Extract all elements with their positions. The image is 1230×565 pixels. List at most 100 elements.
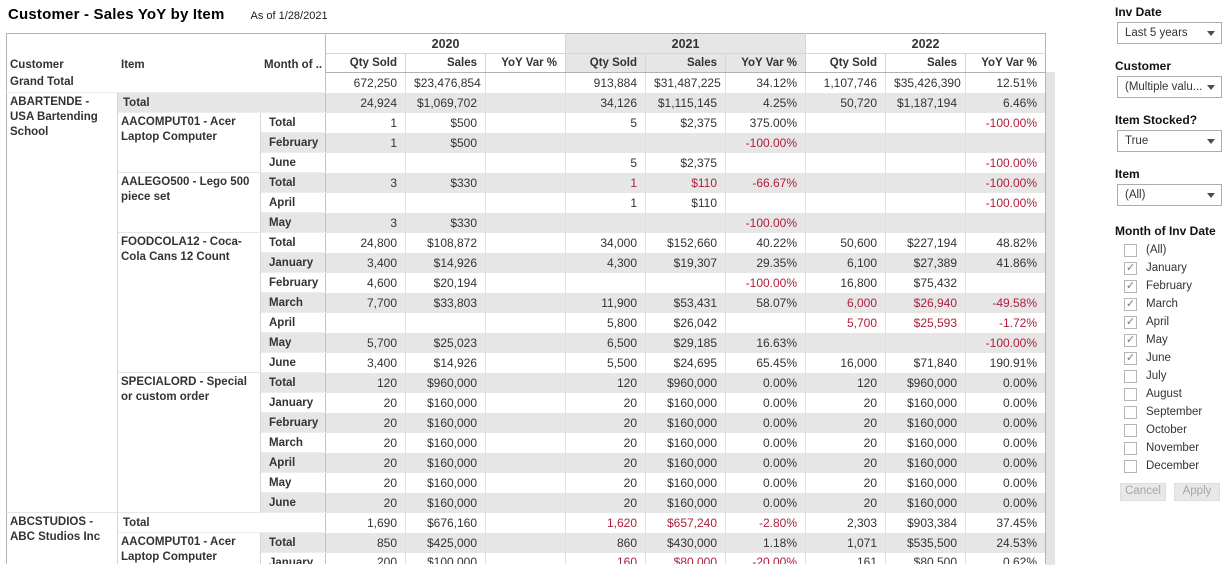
value-cell[interactable]: $160,000	[885, 492, 966, 513]
value-cell[interactable]: $29,185	[645, 332, 726, 353]
value-cell[interactable]: 1	[325, 132, 406, 153]
value-cell[interactable]: 120	[325, 372, 406, 393]
value-cell[interactable]	[485, 472, 566, 493]
month-filter-option[interactable]: ✓ January	[1117, 259, 1227, 277]
value-cell[interactable]: 20	[805, 452, 886, 473]
month-header[interactable]: Total	[260, 112, 327, 133]
checkbox-icon[interactable]: ✓	[1124, 351, 1137, 365]
value-cell[interactable]: -20.00%	[725, 552, 806, 564]
value-cell[interactable]: 11,900	[565, 292, 646, 313]
value-cell[interactable]: -1.72%	[965, 312, 1046, 333]
month-filter-option[interactable]: September	[1117, 403, 1227, 421]
value-cell[interactable]: 48.82%	[965, 232, 1046, 253]
value-cell[interactable]: $108,872	[405, 232, 486, 253]
value-cell[interactable]: 20	[325, 392, 406, 413]
month-header[interactable]: Total	[260, 372, 327, 393]
value-cell[interactable]: 34,126	[565, 92, 646, 113]
value-cell[interactable]	[725, 152, 806, 173]
value-cell[interactable]: $160,000	[645, 392, 726, 413]
value-cell[interactable]: 20	[565, 492, 646, 513]
value-cell[interactable]	[485, 292, 566, 313]
value-cell[interactable]	[885, 332, 966, 353]
value-cell[interactable]: 20	[805, 412, 886, 433]
item-header[interactable]: AACOMPUT01 - Acer Laptop Computer	[117, 112, 261, 173]
value-cell[interactable]: -100.00%	[965, 332, 1046, 353]
value-cell[interactable]: 0.00%	[725, 472, 806, 493]
checkbox-icon[interactable]	[1124, 369, 1137, 383]
month-filter-option[interactable]: ✓ March	[1117, 295, 1227, 313]
value-cell[interactable]: 0.00%	[725, 372, 806, 393]
value-cell[interactable]: 1	[325, 112, 406, 133]
value-cell[interactable]: $80,000	[645, 552, 726, 564]
value-cell[interactable]: 20	[565, 452, 646, 473]
month-filter-option[interactable]: (All)	[1117, 241, 1227, 259]
customer-header[interactable]: ABARTENDE - USA Bartending School	[6, 92, 118, 513]
value-cell[interactable]: $24,695	[645, 352, 726, 373]
value-cell[interactable]	[485, 252, 566, 273]
value-cell[interactable]: 0.00%	[965, 432, 1046, 453]
value-cell[interactable]	[485, 352, 566, 373]
item-dropdown[interactable]: (All)	[1117, 184, 1222, 206]
value-cell[interactable]: 0.00%	[725, 392, 806, 413]
value-cell[interactable]: 1	[565, 172, 646, 193]
value-cell[interactable]: $960,000	[885, 372, 966, 393]
value-cell[interactable]: $160,000	[645, 412, 726, 433]
value-cell[interactable]: $31,487,225	[645, 72, 726, 93]
value-cell[interactable]: $160,000	[885, 472, 966, 493]
month-header[interactable]: Total	[260, 172, 327, 193]
total-row-header[interactable]: Total	[117, 512, 327, 533]
value-cell[interactable]: 200	[325, 552, 406, 564]
value-cell[interactable]: 0.00%	[965, 492, 1046, 513]
value-cell[interactable]: 5,500	[565, 352, 646, 373]
value-cell[interactable]: 3,400	[325, 352, 406, 373]
value-cell[interactable]: 1,107,746	[805, 72, 886, 93]
month-header[interactable]: June	[260, 492, 327, 513]
value-cell[interactable]: 41.86%	[965, 252, 1046, 273]
value-cell[interactable]	[885, 172, 966, 193]
value-cell[interactable]: 6,100	[805, 252, 886, 273]
month-header[interactable]: June	[260, 152, 327, 173]
value-cell[interactable]	[485, 112, 566, 133]
month-header[interactable]: January	[260, 552, 327, 564]
value-cell[interactable]: 1	[565, 192, 646, 213]
value-cell[interactable]: 1.18%	[725, 532, 806, 553]
value-cell[interactable]: 24.53%	[965, 532, 1046, 553]
month-filter-option[interactable]: ✓ April	[1117, 313, 1227, 331]
month-header[interactable]: April	[260, 312, 327, 333]
value-cell[interactable]: $110	[645, 192, 726, 213]
value-cell[interactable]: $160,000	[645, 472, 726, 493]
value-cell[interactable]: 0.00%	[965, 472, 1046, 493]
value-cell[interactable]: 672,250	[325, 72, 406, 93]
value-cell[interactable]: 7,700	[325, 292, 406, 313]
value-cell[interactable]	[485, 532, 566, 553]
value-cell[interactable]	[645, 132, 726, 153]
value-cell[interactable]: $227,194	[885, 232, 966, 253]
value-cell[interactable]: $657,240	[645, 512, 726, 533]
value-cell[interactable]	[645, 212, 726, 233]
value-cell[interactable]: 6.46%	[965, 92, 1046, 113]
value-cell[interactable]	[485, 332, 566, 353]
value-cell[interactable]: 50,720	[805, 92, 886, 113]
value-cell[interactable]: $960,000	[645, 372, 726, 393]
month-header[interactable]: February	[260, 412, 327, 433]
grand-total-header[interactable]: Grand Total	[6, 72, 327, 93]
value-cell[interactable]	[885, 112, 966, 133]
value-cell[interactable]: $425,000	[405, 532, 486, 553]
value-cell[interactable]: 20	[805, 492, 886, 513]
checkbox-icon[interactable]	[1124, 243, 1137, 257]
value-cell[interactable]	[725, 312, 806, 333]
value-cell[interactable]: $160,000	[885, 452, 966, 473]
value-cell[interactable]	[885, 192, 966, 213]
value-cell[interactable]	[885, 132, 966, 153]
value-cell[interactable]: $1,115,145	[645, 92, 726, 113]
item-header[interactable]: AALEGO500 - Lego 500 piece set	[117, 172, 261, 233]
value-cell[interactable]	[885, 152, 966, 173]
value-cell[interactable]	[325, 192, 406, 213]
value-cell[interactable]: 120	[805, 372, 886, 393]
value-cell[interactable]: -49.58%	[965, 292, 1046, 313]
month-header[interactable]: June	[260, 352, 327, 373]
value-cell[interactable]: $80,500	[885, 552, 966, 564]
measure-header[interactable]: Qty Sold	[565, 53, 646, 73]
item-header[interactable]: SPECIALORD - Special or custom order	[117, 372, 261, 513]
checkbox-icon[interactable]: ✓	[1124, 315, 1137, 329]
